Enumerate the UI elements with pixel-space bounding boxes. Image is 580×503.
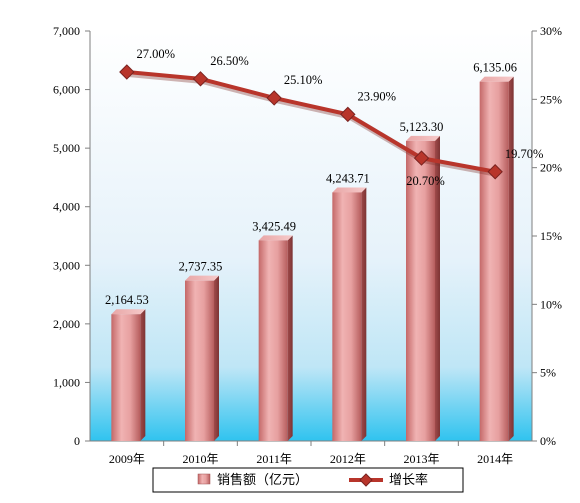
bar xyxy=(258,240,288,441)
growth-value-label: 25.10% xyxy=(284,73,323,87)
bar-value-label: 4,243.71 xyxy=(326,171,370,185)
bar-value-label: 2,737.35 xyxy=(179,260,223,274)
bar-value-label: 5,123.30 xyxy=(400,120,444,134)
bar-value-label: 2,164.53 xyxy=(105,293,149,307)
right-tick-label: 0% xyxy=(540,434,556,448)
x-tick-label: 2014年 xyxy=(477,452,513,466)
x-tick-label: 2010年 xyxy=(182,452,218,466)
growth-marker xyxy=(119,64,135,80)
right-tick-label: 30% xyxy=(540,24,562,38)
right-tick-label: 5% xyxy=(540,366,556,380)
bar-value-label: 3,425.49 xyxy=(252,219,296,233)
growth-marker xyxy=(192,71,209,87)
right-tick-label: 15% xyxy=(540,229,562,243)
x-tick-label: 2013年 xyxy=(403,452,439,466)
left-tick-label: 1,000 xyxy=(53,375,80,389)
bar-side xyxy=(140,309,146,441)
left-tick-label: 2,000 xyxy=(53,317,80,331)
x-tick-label: 2012年 xyxy=(330,452,366,466)
right-tick-label: 20% xyxy=(540,161,562,175)
legend-bar-swatch xyxy=(197,473,211,485)
left-tick-label: 3,000 xyxy=(53,258,80,272)
bar xyxy=(111,314,141,441)
growth-value-label: 20.70% xyxy=(406,174,445,188)
left-tick-label: 4,000 xyxy=(53,200,80,214)
left-tick-label: 6,000 xyxy=(53,83,80,97)
bar-top xyxy=(258,235,293,241)
right-tick-label: 10% xyxy=(540,297,562,311)
left-tick-label: 0 xyxy=(74,434,80,448)
growth-value-label: 26.50% xyxy=(210,54,249,68)
left-tick-label: 5,000 xyxy=(53,141,80,155)
bar xyxy=(406,140,435,441)
bar-top xyxy=(406,135,440,141)
legend-growth-label: 增长率 xyxy=(389,472,428,487)
bar-top xyxy=(185,275,219,281)
bar-side xyxy=(435,135,440,441)
bar-top xyxy=(332,187,367,193)
x-tick-label: 2009年 xyxy=(109,452,145,466)
x-tick-label: 2011年 xyxy=(256,452,292,466)
bar xyxy=(332,192,362,441)
growth-value-label: 19.70% xyxy=(505,147,544,161)
plot-area xyxy=(90,31,532,441)
bar xyxy=(185,280,214,441)
growth-value-label: 23.90% xyxy=(358,89,397,103)
bar-top xyxy=(111,309,146,315)
legend-marker-swatch xyxy=(359,473,373,487)
bar-side xyxy=(214,275,219,441)
bar-top xyxy=(479,76,514,82)
growth-marker xyxy=(266,90,282,106)
growth-marker xyxy=(413,150,430,166)
right-tick-label: 25% xyxy=(540,92,562,106)
growth-value-label: 27.00% xyxy=(137,47,176,61)
bar-side xyxy=(508,76,514,442)
bar-value-label: 6,135.06 xyxy=(473,61,517,75)
growth-marker xyxy=(340,106,356,123)
left-tick-label: 7,000 xyxy=(53,24,80,38)
bar-side xyxy=(287,235,293,441)
bar xyxy=(479,81,509,442)
growth-marker xyxy=(487,164,503,180)
bar-side xyxy=(361,187,367,441)
growth-line xyxy=(126,70,496,174)
legend-sales-label: 销售额（亿元） xyxy=(217,472,308,487)
